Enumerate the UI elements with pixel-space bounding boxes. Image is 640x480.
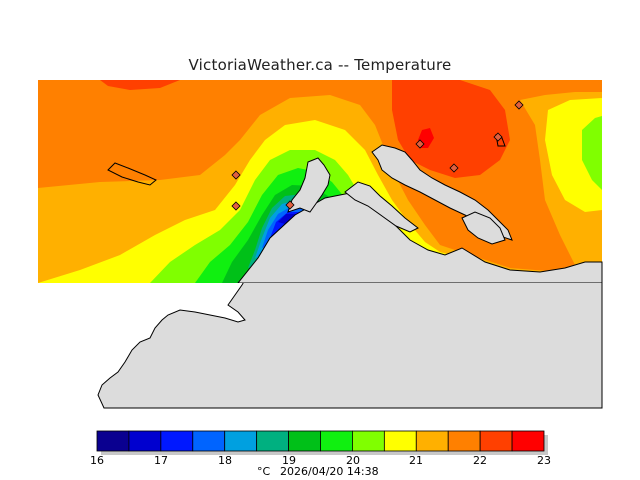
legend-swatch	[479, 430, 513, 452]
legend-tick: 16	[90, 454, 104, 467]
station-4	[415, 139, 425, 149]
map-title: VictoriaWeather.ca -- Temperature	[188, 56, 452, 74]
station-1	[231, 170, 241, 180]
temperature-field	[38, 80, 602, 283]
legend-tick: 22	[473, 454, 487, 467]
legend-swatch	[511, 430, 545, 452]
legend-swatch	[128, 430, 162, 452]
legend-tick: 23	[537, 454, 551, 467]
station-2	[231, 201, 241, 211]
legend-tick: 17	[154, 454, 168, 467]
color-legend	[96, 430, 548, 455]
legend-swatch	[415, 430, 449, 452]
legend-swatch	[320, 430, 353, 452]
legend-swatch	[192, 430, 226, 452]
legend-swatch	[447, 430, 481, 452]
legend-swatch	[160, 430, 194, 452]
legend-swatch	[224, 430, 258, 452]
legend-swatch	[256, 430, 289, 452]
legend-swatch	[383, 430, 417, 452]
legend-tick: 18	[218, 454, 232, 467]
station-7	[514, 100, 524, 110]
legend-tick: 19	[282, 454, 296, 467]
station-6	[493, 132, 503, 142]
legend-tick: 20	[346, 454, 360, 467]
legend-swatch	[96, 430, 130, 452]
legend-swatch	[352, 430, 385, 452]
stations	[231, 100, 524, 211]
station-3	[285, 200, 295, 210]
timestamp: 2026/04/20 14:38	[280, 465, 379, 478]
legend-unit: °C	[257, 465, 271, 478]
station-5	[449, 163, 459, 173]
legend-swatch	[288, 430, 321, 452]
legend-tick: 21	[409, 454, 423, 467]
